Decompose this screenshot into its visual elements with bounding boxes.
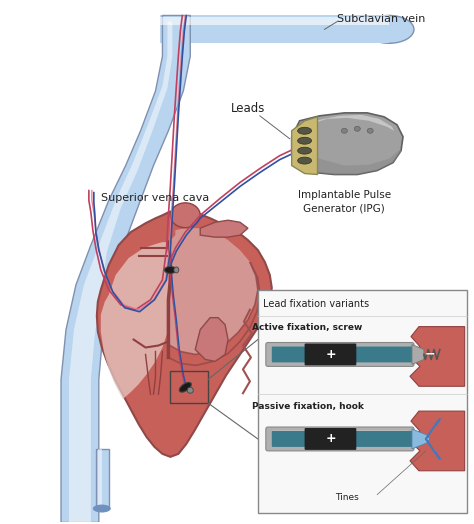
Ellipse shape xyxy=(93,505,111,512)
Polygon shape xyxy=(292,146,401,174)
FancyBboxPatch shape xyxy=(266,427,414,451)
Ellipse shape xyxy=(174,267,179,273)
Ellipse shape xyxy=(354,126,360,132)
FancyBboxPatch shape xyxy=(272,431,413,447)
Polygon shape xyxy=(96,449,109,509)
Ellipse shape xyxy=(164,267,176,274)
Polygon shape xyxy=(315,115,394,131)
Ellipse shape xyxy=(298,127,311,134)
Text: Tines: Tines xyxy=(336,493,359,502)
Polygon shape xyxy=(292,113,403,174)
Ellipse shape xyxy=(341,128,347,133)
Polygon shape xyxy=(168,262,260,365)
Ellipse shape xyxy=(298,147,311,154)
Text: +: + xyxy=(325,432,336,445)
Text: Implantable Pulse
Generator (IPG): Implantable Pulse Generator (IPG) xyxy=(298,190,391,214)
Ellipse shape xyxy=(367,128,373,133)
Polygon shape xyxy=(410,326,465,386)
Polygon shape xyxy=(195,318,228,362)
Polygon shape xyxy=(97,210,272,457)
Text: Active fixation, screw: Active fixation, screw xyxy=(252,323,363,332)
FancyBboxPatch shape xyxy=(272,346,413,363)
Bar xyxy=(258,290,466,512)
Polygon shape xyxy=(292,117,318,174)
Polygon shape xyxy=(161,17,389,25)
Polygon shape xyxy=(161,15,389,43)
Polygon shape xyxy=(101,242,168,399)
Ellipse shape xyxy=(187,387,193,393)
Polygon shape xyxy=(69,21,173,522)
Polygon shape xyxy=(98,449,102,509)
Ellipse shape xyxy=(364,15,414,43)
Ellipse shape xyxy=(298,137,311,144)
Polygon shape xyxy=(412,344,424,364)
Text: Superior vena cava: Superior vena cava xyxy=(101,193,209,203)
Text: Lead fixation variants: Lead fixation variants xyxy=(263,299,369,309)
Text: Leads: Leads xyxy=(231,102,265,115)
Text: −: − xyxy=(425,348,436,361)
Text: Passive fixation, hook: Passive fixation, hook xyxy=(252,402,364,411)
Polygon shape xyxy=(168,228,258,354)
Polygon shape xyxy=(200,220,248,237)
Ellipse shape xyxy=(179,383,191,392)
Polygon shape xyxy=(410,411,465,471)
Polygon shape xyxy=(412,429,430,449)
FancyBboxPatch shape xyxy=(266,343,414,366)
FancyBboxPatch shape xyxy=(305,428,356,450)
Text: Subclavian vein: Subclavian vein xyxy=(337,15,426,25)
Ellipse shape xyxy=(170,203,200,228)
Bar xyxy=(170,372,208,403)
Polygon shape xyxy=(61,15,190,522)
Ellipse shape xyxy=(298,157,311,164)
FancyBboxPatch shape xyxy=(305,344,356,365)
Text: +: + xyxy=(325,348,336,361)
